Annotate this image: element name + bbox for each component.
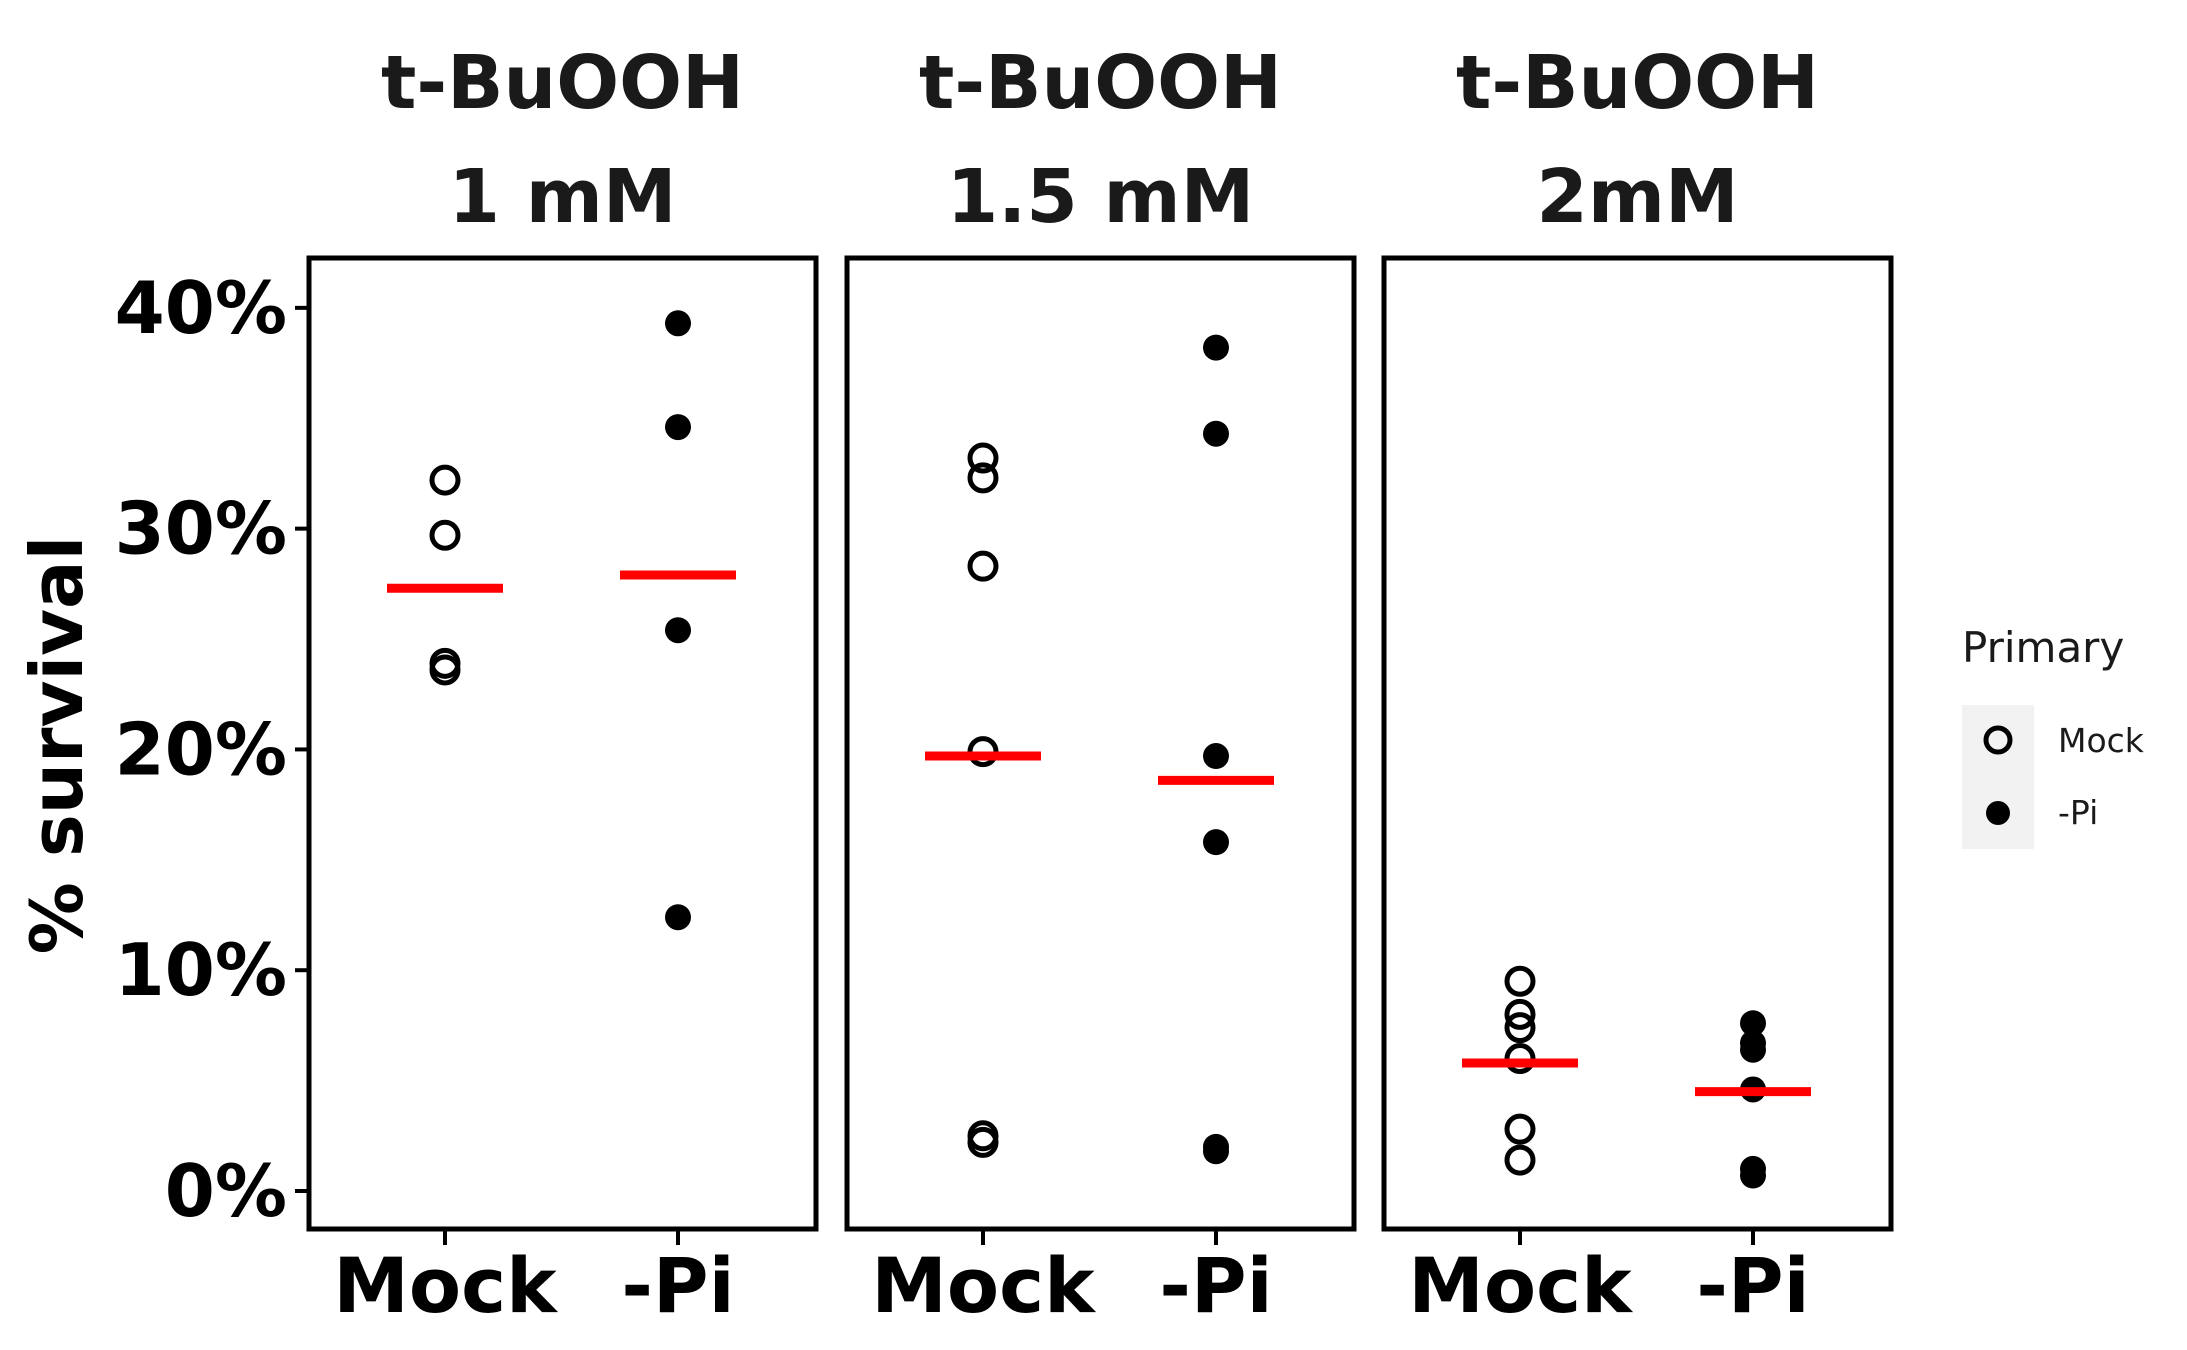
legend-label-mock: Mock xyxy=(2058,721,2145,760)
data-point-pi xyxy=(1203,1138,1229,1165)
x-tick-label: -Pi xyxy=(1159,1241,1272,1330)
panel-title-line2: 1.5 mM xyxy=(947,154,1255,240)
data-point-pi xyxy=(1203,743,1229,770)
x-tick-label: Mock xyxy=(333,1241,558,1330)
y-tick-label: 20% xyxy=(115,707,287,791)
data-point-mock xyxy=(967,462,999,494)
legend-title: Primary xyxy=(1962,623,2124,672)
data-point-pi xyxy=(1740,1010,1766,1037)
y-tick-label: 30% xyxy=(115,487,287,571)
panel-title-line2: 2mM xyxy=(1536,154,1738,240)
panel-border xyxy=(844,255,1357,1232)
data-point-pi xyxy=(1740,1036,1766,1063)
y-axis: 0% 10% 20% 30% 40% xyxy=(115,266,309,1233)
data-point-pi xyxy=(665,414,691,441)
data-point-mock xyxy=(1504,965,1536,997)
legend-key-pi-marker xyxy=(1986,801,2010,825)
panel-title-line1: t-BuOOH xyxy=(381,40,744,126)
data-point-mock xyxy=(429,654,461,686)
data-point-pi xyxy=(665,904,691,931)
panel-2: t-BuOOH 1.5 mM Mock -Pi xyxy=(844,40,1357,1330)
legend-key-mock-marker xyxy=(1983,725,2013,755)
y-tick-label: 10% xyxy=(115,928,287,1012)
data-point-pi xyxy=(1203,829,1229,856)
y-tick-label: 0% xyxy=(165,1149,287,1233)
legend: Primary Mock -Pi xyxy=(1962,623,2145,849)
panel-title-line2: 1 mM xyxy=(449,154,677,240)
data-point-mock xyxy=(1504,1012,1536,1044)
x-tick-label: -Pi xyxy=(1696,1241,1809,1330)
data-point-mock xyxy=(967,442,999,474)
panel-3: t-BuOOH 2mM Mock -Pi xyxy=(1381,40,1894,1330)
panel-title-line1: t-BuOOH xyxy=(919,40,1282,126)
panel-border xyxy=(306,255,819,1232)
legend-label-pi: -Pi xyxy=(2058,793,2098,832)
data-point-pi xyxy=(665,617,691,644)
data-point-pi xyxy=(665,310,691,337)
data-point-mock xyxy=(1504,998,1536,1030)
x-tick-label: Mock xyxy=(871,1241,1096,1330)
data-point-pi xyxy=(1203,334,1229,361)
data-point-mock xyxy=(1504,1113,1536,1145)
data-point-mock xyxy=(967,550,999,582)
data-point-mock xyxy=(967,1126,999,1158)
y-axis-title: % survival xyxy=(15,536,99,955)
x-tick-label: -Pi xyxy=(621,1241,734,1330)
x-tick-label: Mock xyxy=(1408,1241,1633,1330)
y-tick-label: 40% xyxy=(115,266,287,350)
data-point-mock xyxy=(429,464,461,496)
panel-title-line1: t-BuOOH xyxy=(1456,40,1819,126)
data-point-mock xyxy=(1504,1144,1536,1176)
data-point-pi xyxy=(1203,420,1229,447)
panel-border xyxy=(1381,255,1894,1232)
data-point-pi xyxy=(1740,1162,1766,1189)
panel-1: t-BuOOH 1 mM Mock -Pi xyxy=(306,40,819,1330)
data-point-mock xyxy=(429,519,461,551)
